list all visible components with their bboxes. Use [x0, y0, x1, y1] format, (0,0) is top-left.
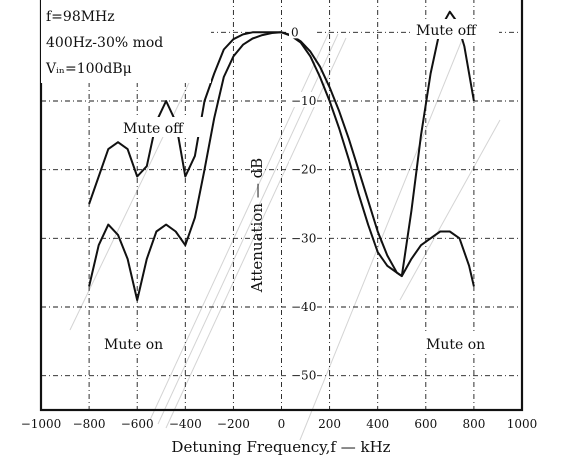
x-axis-label: Detuning Frequency,f — kHz [171, 438, 390, 456]
annotation-bg-3 [101, 333, 177, 353]
annotation-mute-off-left: Mute off [123, 121, 184, 137]
condition-modulation: 400Hz-30% mod [46, 35, 163, 51]
y-tick-label-bg [289, 229, 317, 245]
annotation-mute-on-left: Mute on [104, 337, 163, 353]
x-tick-label: 600 [414, 417, 437, 431]
y-tick-label-bg [289, 298, 317, 313]
y-tick-label-bg [289, 92, 317, 107]
series-line-mute-on [88, 31, 475, 302]
x-tick-label: −800 [73, 417, 106, 431]
watermark-hatching [69, 19, 501, 441]
condition-input-level: Vᵢₙ=100dBμ [45, 61, 132, 77]
y-tick-label: −10 [291, 94, 316, 108]
annotation-bg-4 [423, 333, 499, 353]
y-tick-labels: 0 −10 −20 −30 −40 −50 [289, 23, 317, 383]
x-tick-label: 1000 [507, 417, 538, 431]
y-tick-label: −40 [291, 300, 316, 314]
y-tick-label: −30 [291, 231, 316, 245]
x-tick-label: −400 [169, 417, 202, 431]
y-tick-label: −50 [291, 369, 316, 383]
y-tick-label-bg [289, 366, 317, 382]
annotation-bg-2 [413, 19, 499, 39]
x-tick-labels: −1000 −800 −600 −400 −200 0 200 400 600 800 1000 [21, 417, 538, 431]
x-tick-label: 800 [462, 417, 485, 431]
annotation-bg-1 [120, 117, 206, 137]
x-tick-label: −200 [217, 417, 250, 431]
x-tick-label: 0 [278, 417, 286, 431]
x-tick-label: −1000 [21, 417, 62, 431]
x-tick-label: 200 [318, 417, 341, 431]
x-tick-label: −600 [121, 417, 154, 431]
annotation-mute-on-right: Mute on [426, 337, 485, 353]
y-tick-label-bg [289, 160, 317, 176]
x-tick-label: 400 [366, 417, 389, 431]
y-tick-label: 0 [291, 25, 299, 39]
annotation-mute-off-right: Mute off [416, 23, 477, 39]
plot-frame [39, 0, 524, 412]
y-tick-label: −20 [291, 163, 316, 177]
conditions-box [41, 0, 211, 83]
y-axis-label: Attenuation — dB [248, 158, 266, 293]
y-tick-label-bg [289, 23, 317, 39]
condition-frequency: f=98MHz [46, 9, 115, 25]
